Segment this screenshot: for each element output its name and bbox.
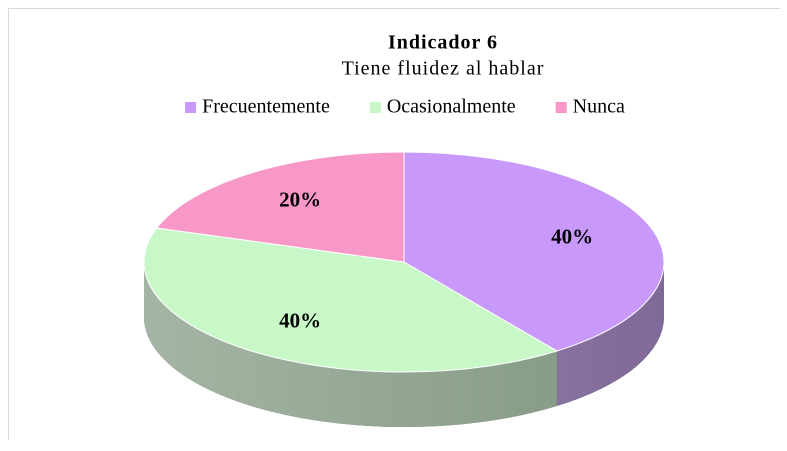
slice-side-shade — [143, 262, 557, 428]
slice — [403, 151, 665, 352]
pie-tops — [143, 151, 665, 373]
legend-swatch — [555, 102, 567, 113]
legend: Frecuentemente Ocasionalmente Nunca — [185, 96, 625, 118]
legend-label: Ocasionalmente — [387, 96, 516, 118]
chart-border — [8, 8, 780, 440]
legend-swatch — [369, 102, 381, 113]
slice — [155, 151, 405, 263]
slice — [143, 227, 559, 373]
data-label: 40% — [279, 308, 321, 332]
data-labels: 40% 40% 20% — [279, 187, 593, 332]
legend-label: Frecuentemente — [202, 96, 330, 118]
pie-sides — [143, 262, 664, 428]
data-label: 40% — [551, 225, 593, 249]
legend-swatch — [185, 102, 197, 113]
chart-subtitle: Tiene fluidez al hablar — [342, 58, 545, 80]
data-label: 20% — [279, 187, 321, 211]
legend-label: Nunca — [573, 96, 625, 118]
slice-side-shade — [556, 262, 664, 406]
chart-title: Indicador 6 — [388, 32, 498, 54]
